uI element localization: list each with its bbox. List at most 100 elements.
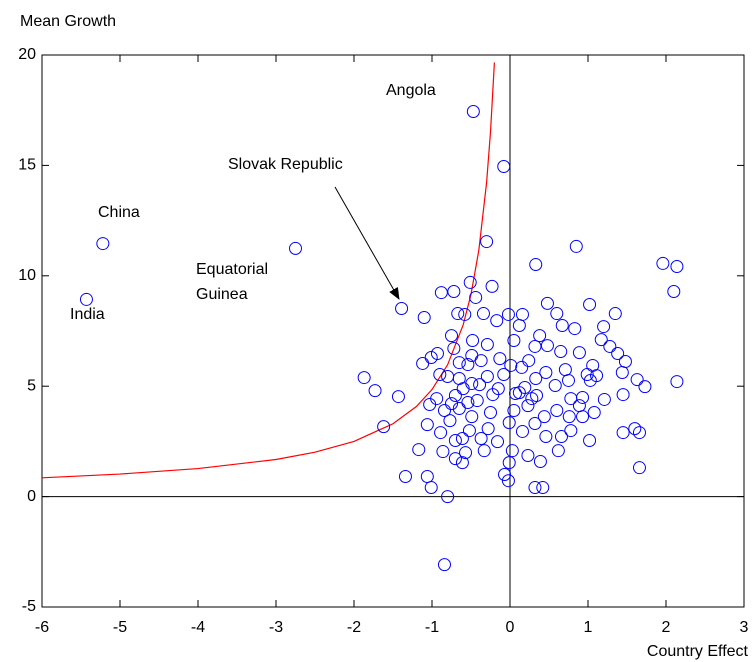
- point: [417, 311, 431, 325]
- point: [441, 490, 455, 504]
- point: [424, 481, 438, 495]
- point: [448, 452, 462, 466]
- x-tick-label: -5: [113, 619, 127, 636]
- arrow: [334, 186, 400, 300]
- point: [515, 360, 529, 374]
- y-tick-label: 20: [18, 46, 36, 63]
- point: [611, 347, 625, 361]
- point: [441, 369, 455, 383]
- point: [583, 373, 597, 387]
- point: [289, 241, 302, 255]
- point: [530, 388, 544, 402]
- point: [480, 369, 494, 383]
- point: [447, 341, 461, 355]
- point: [528, 339, 542, 353]
- point: [537, 410, 551, 424]
- point: [430, 392, 444, 406]
- point: [465, 349, 479, 363]
- point: [465, 377, 479, 391]
- point: [667, 284, 681, 298]
- point: [656, 256, 670, 270]
- point: [550, 403, 564, 417]
- point: [484, 405, 497, 419]
- point: [583, 298, 597, 312]
- point: [466, 105, 480, 119]
- point: [465, 410, 479, 424]
- point: [521, 399, 535, 413]
- point: [529, 371, 543, 385]
- point: [539, 430, 553, 444]
- point: [430, 347, 444, 361]
- point: [398, 470, 412, 484]
- point: [502, 416, 516, 430]
- point: [564, 424, 578, 438]
- point: [528, 417, 542, 431]
- x-tick-label: -6: [35, 619, 49, 636]
- point: [632, 461, 646, 475]
- point: [572, 399, 586, 413]
- point: [448, 388, 462, 402]
- point: [459, 446, 473, 460]
- x-tick-label: 1: [584, 619, 593, 636]
- point: [477, 444, 491, 458]
- point: [558, 363, 572, 377]
- point: [512, 386, 526, 400]
- point: [576, 410, 590, 424]
- point: [522, 354, 536, 368]
- point: [638, 380, 652, 394]
- point: [480, 337, 494, 351]
- point: [461, 396, 475, 410]
- point: [480, 235, 494, 249]
- point: [616, 426, 630, 440]
- point: [437, 558, 451, 572]
- point: [597, 392, 611, 406]
- point: [528, 481, 542, 495]
- annotation: Slovak Republic: [228, 156, 343, 173]
- y-tick-label: 10: [18, 267, 36, 284]
- x-tick-label: -1: [425, 619, 439, 636]
- point: [497, 367, 511, 381]
- point: [587, 405, 601, 419]
- point: [458, 307, 472, 321]
- point: [504, 358, 518, 372]
- point: [501, 307, 515, 321]
- point: [533, 329, 547, 343]
- y-tick-label: 15: [18, 157, 36, 174]
- plot-frame: [41, 54, 745, 608]
- y-tick-label: -5: [22, 598, 36, 615]
- point: [580, 367, 594, 381]
- annotation: Angola: [386, 82, 436, 99]
- y-tick-label: 0: [27, 488, 36, 505]
- point: [554, 430, 568, 444]
- point: [452, 356, 466, 370]
- point: [497, 160, 511, 174]
- point: [469, 290, 483, 304]
- point: [572, 346, 586, 360]
- curve: [42, 62, 495, 479]
- point: [548, 379, 562, 393]
- point: [533, 454, 547, 468]
- point: [536, 481, 550, 495]
- point: [416, 356, 430, 370]
- point: [485, 279, 499, 293]
- annotation: Equatorial Guinea: [196, 261, 269, 303]
- point: [615, 366, 629, 380]
- point: [490, 314, 504, 328]
- point: [586, 358, 600, 372]
- point: [395, 301, 409, 315]
- point: [515, 424, 529, 438]
- point: [476, 307, 490, 321]
- point: [507, 333, 521, 347]
- point: [448, 434, 462, 448]
- point: [443, 414, 457, 428]
- plot-area: [42, 62, 684, 572]
- point: [79, 292, 93, 306]
- point: [451, 307, 465, 321]
- point: [540, 339, 554, 353]
- point: [670, 260, 684, 274]
- point: [576, 390, 590, 404]
- point: [357, 371, 371, 385]
- point: [96, 237, 110, 251]
- point: [630, 373, 644, 387]
